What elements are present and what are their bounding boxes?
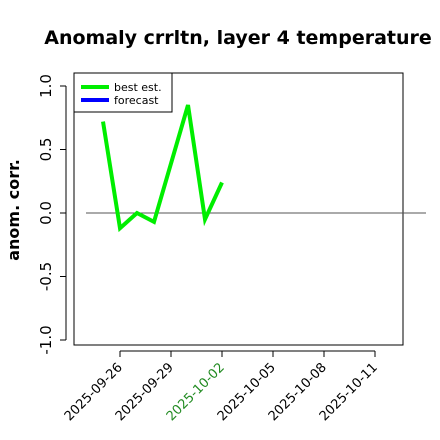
y-tick-label: 0.5 — [37, 138, 55, 162]
legend-label-forecast: forecast — [114, 94, 159, 107]
y-axis-label: anom. corr. — [4, 159, 23, 261]
series-line-best-est — [101, 104, 224, 233]
y-axis: -1.0 -0.5 0.0 0.5 1.0 — [37, 74, 67, 355]
y-tick-label: -0.5 — [37, 262, 55, 291]
y-tick-label: -1.0 — [37, 325, 55, 354]
chart-title: Anomaly crrltn, layer 4 temperature — [44, 27, 432, 49]
legend-label-best-est: best est. — [114, 81, 162, 94]
legend: best est. forecast — [73, 72, 173, 113]
x-axis: 2025-09-262025-09-292025-10-022025-10-05… — [62, 350, 381, 424]
y-tick-label: 0.0 — [37, 201, 55, 225]
legend-box — [73, 72, 173, 113]
y-tick-label: 1.0 — [37, 74, 55, 98]
series-layer — [101, 104, 224, 233]
plot-frame — [73, 72, 404, 346]
